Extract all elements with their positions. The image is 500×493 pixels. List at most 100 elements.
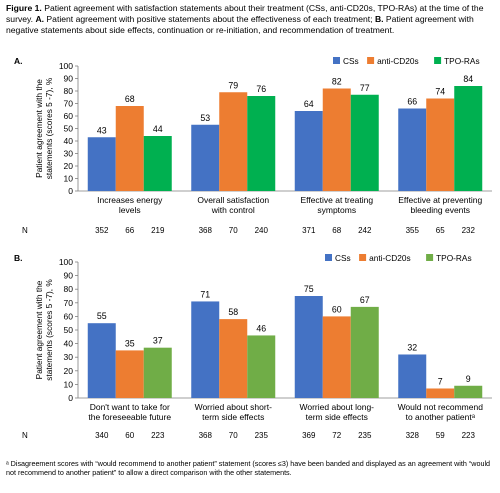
data-label: 68 — [125, 94, 135, 104]
data-label: 55 — [97, 311, 107, 321]
y-tick-label: 20 — [64, 161, 74, 171]
n-row-label: N — [22, 431, 28, 440]
y-axis-title: Patient agreement with the statements (sc… — [34, 77, 54, 179]
category-label: symptoms — [317, 205, 356, 215]
n-value: 59 — [436, 431, 445, 440]
data-label: 64 — [304, 99, 314, 109]
y-axis-title: Patient agreement with the statements (sc… — [34, 279, 54, 381]
caption-b-label: B. — [374, 14, 384, 24]
y-tick-label: 80 — [64, 86, 74, 96]
data-label: 71 — [200, 289, 210, 299]
caption-a-text: Patient agreement with positive statemen… — [44, 14, 375, 24]
y-tick-label: 70 — [64, 298, 74, 308]
bar-anti-CD20s-0 — [115, 106, 144, 191]
category-label: Increases energy — [97, 195, 163, 205]
n-value: 235 — [255, 431, 269, 440]
y-axis-title-line2: statements (scores 5 -7), % — [44, 279, 54, 381]
category-label: bleeding events — [410, 205, 470, 215]
bar-CSs-0 — [87, 323, 116, 398]
n-value: 65 — [436, 226, 445, 235]
n-value: 355 — [406, 226, 420, 235]
legend-swatch — [359, 254, 367, 261]
y-tick-label: 50 — [64, 124, 74, 134]
data-label: 76 — [256, 84, 266, 94]
data-label: 32 — [407, 342, 417, 352]
bar-CSs-3 — [398, 354, 427, 398]
figure-label: Figure 1. — [6, 3, 42, 13]
bar-CSs-1 — [191, 301, 220, 398]
bar-TPO-RAs-3 — [454, 86, 483, 191]
n-value: 68 — [332, 226, 341, 235]
data-label: 74 — [435, 87, 445, 97]
y-tick-label: 50 — [64, 325, 74, 335]
caption-line1: Patient agreement with satisfaction stat… — [6, 3, 484, 24]
footnote: ᵃ Disagreement scores with “would recomm… — [6, 459, 491, 477]
bar-TPO-RAs-3 — [454, 385, 483, 398]
n-value: 242 — [358, 226, 372, 235]
panel-b-label: B. — [14, 253, 23, 263]
legend-swatch — [434, 57, 442, 64]
bar-TPO-RAs-1 — [247, 335, 276, 398]
y-tick-label: 30 — [64, 352, 74, 362]
n-row-label: N — [22, 226, 28, 235]
data-label: 53 — [200, 113, 210, 123]
legend-label: anti-CD20s — [377, 56, 419, 66]
category-label: to another patientᵃ — [406, 412, 476, 422]
bar-CSs-2 — [294, 111, 323, 191]
category-label: term side effects — [306, 412, 368, 422]
legend-label: anti-CD20s — [369, 253, 411, 263]
caption-a-label: A. — [35, 14, 45, 24]
y-tick-label: 0 — [68, 186, 73, 196]
data-label: 44 — [153, 124, 163, 134]
data-label: 35 — [125, 338, 135, 348]
n-value: 60 — [125, 431, 134, 440]
bar-anti-CD20s-1 — [219, 319, 248, 398]
bar-CSs-2 — [294, 296, 323, 398]
legend-swatch — [333, 57, 340, 64]
category-label: Don't want to take for — [90, 402, 170, 412]
y-tick-label: 70 — [64, 99, 74, 109]
data-label: 77 — [360, 83, 370, 93]
category-label: Worried about long- — [300, 402, 375, 412]
n-value: 340 — [95, 431, 109, 440]
bar-TPO-RAs-2 — [350, 94, 379, 191]
category-label: term side effects — [202, 412, 264, 422]
n-value: 223 — [462, 431, 476, 440]
chart-panel-a: 0 10 20 30 40 50 60 70 80 90 100 Patient agreement … — [22, 56, 492, 235]
n-value: 368 — [199, 431, 213, 440]
bar-anti-CD20s-3 — [426, 98, 455, 191]
n-value: 369 — [302, 431, 316, 440]
data-label: 75 — [304, 284, 314, 294]
y-tick-label: 90 — [64, 74, 74, 84]
y-tick-label: 100 — [59, 257, 73, 267]
data-label: 37 — [153, 336, 163, 346]
y-axis-title-line2: statements (scores 5 -7), % — [44, 77, 54, 179]
data-label: 7 — [438, 376, 443, 386]
n-value: 72 — [332, 431, 341, 440]
category-label: levels — [119, 205, 141, 215]
category-label: Overall satisfaction — [197, 195, 269, 205]
y-tick-label: 40 — [64, 339, 74, 349]
panel-a-label: A. — [14, 56, 23, 66]
y-axis-title-line1: Patient agreement with the — [34, 280, 44, 379]
n-value: 328 — [406, 431, 420, 440]
y-tick-label: 60 — [64, 111, 74, 121]
y-tick-label: 60 — [64, 311, 74, 321]
data-label: 58 — [228, 307, 238, 317]
bar-CSs-0 — [87, 137, 116, 191]
n-value: 223 — [151, 431, 165, 440]
data-label: 46 — [256, 323, 266, 333]
y-axis-title-line1: Patient agreement with the — [34, 79, 44, 178]
bar-TPO-RAs-2 — [350, 306, 379, 398]
data-label: 84 — [463, 74, 473, 84]
category-label: Effective at treating — [300, 195, 373, 205]
bar-anti-CD20s-2 — [322, 88, 351, 191]
legend-swatch — [426, 254, 434, 261]
legend-label: CSs — [335, 253, 351, 263]
n-value: 219 — [151, 226, 165, 235]
bar-TPO-RAs-1 — [247, 96, 276, 191]
bar-anti-CD20s-2 — [322, 316, 351, 398]
bar-anti-CD20s-1 — [219, 92, 248, 191]
n-value: 371 — [302, 226, 316, 235]
y-tick-label: 10 — [64, 379, 74, 389]
